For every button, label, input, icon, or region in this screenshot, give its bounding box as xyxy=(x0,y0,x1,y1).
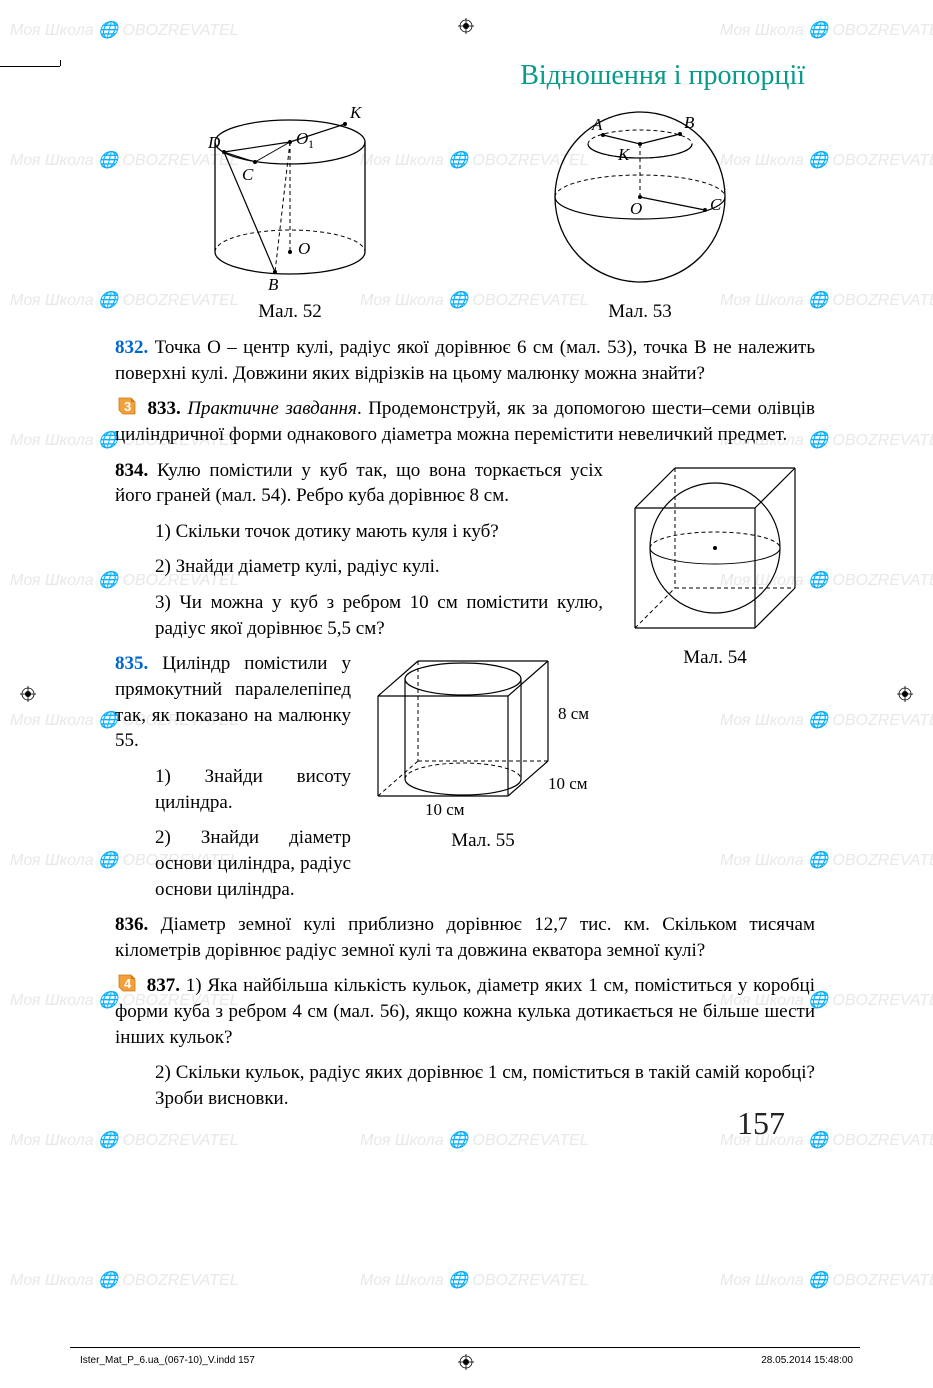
svg-text:1: 1 xyxy=(308,137,314,151)
svg-text:10 см: 10 см xyxy=(425,800,465,819)
level-3-icon: 3 xyxy=(115,396,137,418)
svg-text:A: A xyxy=(591,115,603,134)
problem-num: 832. xyxy=(115,337,148,358)
figure-52: K D O 1 C O B Мал. 52 xyxy=(180,102,400,323)
registration-top-icon xyxy=(458,18,474,34)
footer-left: Ister_Mat_P_6.ua_(067-10)_V.indd 157 xyxy=(80,1355,255,1366)
svg-text:O: O xyxy=(298,239,310,258)
page-number: 157 xyxy=(737,1105,785,1142)
figures-row: K D O 1 C O B Мал. 52 xyxy=(115,102,815,323)
problem-837-2: 2) Скільки кульок, радіус яких дорівнює … xyxy=(115,1060,815,1111)
svg-text:4: 4 xyxy=(124,976,132,991)
problem-833: 3 833. Практичне завдання. Продемонструй… xyxy=(115,396,815,447)
problem-text: Точка O – центр кулі, радіус якої дорівн… xyxy=(115,337,815,384)
registration-right-icon xyxy=(897,686,913,702)
problem-837-1: 1) Яка найбільша кількість кульок, діаме… xyxy=(115,975,815,1047)
svg-text:D: D xyxy=(207,133,221,152)
svg-text:B: B xyxy=(684,113,695,132)
problem-num: 833. xyxy=(148,398,181,419)
problem-834-block: Мал. 54 834. Кулю помістили у куб так, щ… xyxy=(115,458,815,642)
margin-line xyxy=(60,60,61,66)
level-4-icon: 4 xyxy=(115,973,137,995)
svg-text:B: B xyxy=(268,275,279,292)
fig53-caption: Мал. 53 xyxy=(530,301,750,323)
svg-text:10 см: 10 см xyxy=(548,774,588,793)
svg-text:K: K xyxy=(617,145,631,164)
problem-lead: Практичне завдання xyxy=(187,398,357,419)
problem-text: Діаметр земної кулі приблизно дорівнює 1… xyxy=(115,914,815,961)
registration-left-icon xyxy=(20,686,36,702)
problem-832: 832. Точка O – центр кулі, радіус якої д… xyxy=(115,335,815,386)
footer-right: 28.05.2014 15:48:00 xyxy=(761,1355,853,1366)
fig55-caption: Мал. 55 xyxy=(363,830,603,852)
figure-54: Мал. 54 xyxy=(615,458,815,669)
problem-837: 4 837. 1) Яка найбільша кількість кульок… xyxy=(115,973,815,1050)
problem-num: 837. xyxy=(147,975,180,996)
svg-text:O: O xyxy=(630,199,642,218)
problem-835-block: 8 см 10 см 10 см Мал. 55 835. Циліндр по… xyxy=(115,651,815,902)
svg-text:3: 3 xyxy=(124,399,131,414)
problem-text: Кулю помістили у куб так, що вона торкає… xyxy=(115,460,603,507)
margin-line xyxy=(0,66,60,67)
svg-text:K: K xyxy=(349,103,363,122)
problem-num: 834. xyxy=(115,460,148,481)
problem-836: 836. Діаметр земної кулі приблизно дорів… xyxy=(115,912,815,963)
fig52-caption: Мал. 52 xyxy=(180,301,400,323)
fig54-caption: Мал. 54 xyxy=(615,647,815,669)
section-title: Відношення і пропорції xyxy=(115,60,815,92)
problem-num: 835. xyxy=(115,653,148,674)
problem-num: 836. xyxy=(115,914,148,935)
svg-text:8 см: 8 см xyxy=(558,704,589,723)
svg-text:C: C xyxy=(242,165,254,184)
footer-line xyxy=(70,1347,860,1348)
figure-53: A B K O C Мал. 53 xyxy=(530,102,750,323)
svg-text:C: C xyxy=(710,195,722,214)
registration-bottom-icon xyxy=(458,1354,474,1370)
figure-55: 8 см 10 см 10 см Мал. 55 xyxy=(363,651,603,852)
svg-text:O: O xyxy=(296,129,308,148)
page-content: Відношення і пропорції xyxy=(115,60,815,1122)
problem-text: Циліндр помістили у прямокутний паралеле… xyxy=(115,653,351,751)
